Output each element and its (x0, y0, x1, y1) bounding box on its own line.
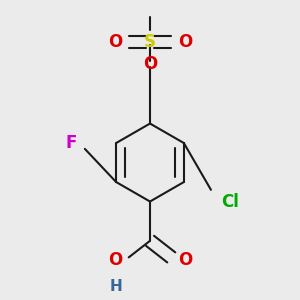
Text: O: O (178, 33, 192, 51)
Text: O: O (108, 33, 122, 51)
Text: Cl: Cl (221, 193, 238, 211)
Text: H: H (109, 279, 122, 294)
Text: O: O (108, 251, 122, 269)
Text: O: O (143, 55, 157, 73)
Text: F: F (65, 134, 76, 152)
Text: S: S (144, 33, 156, 51)
Text: O: O (178, 251, 192, 269)
